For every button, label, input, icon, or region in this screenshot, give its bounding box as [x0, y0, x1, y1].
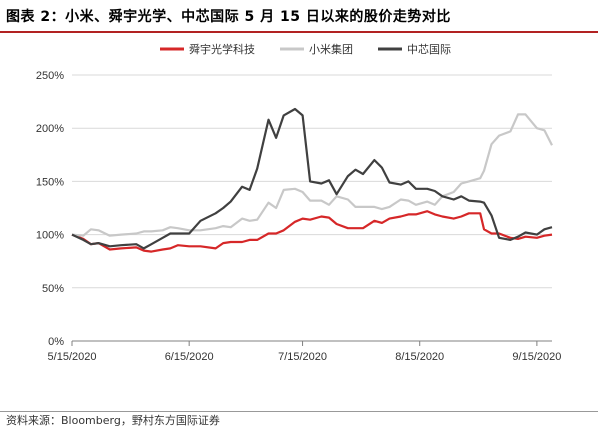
- x-tick-label: 7/15/2020: [278, 351, 327, 363]
- legend-label: 小米集团: [309, 42, 353, 56]
- chart-legend: 舜宇光学科技 小米集团 中芯国际: [160, 42, 451, 56]
- line-chart: 舜宇光学科技 小米集团 中芯国际 0% 50% 100% 150% 200% 250% 5/1…: [36, 42, 561, 363]
- y-tick-label: 0%: [48, 336, 64, 348]
- x-tick-label: 6/15/2020: [165, 351, 214, 363]
- y-tick-label: 250%: [36, 70, 64, 82]
- y-tick-label: 50%: [42, 283, 64, 295]
- y-tick-label: 150%: [36, 176, 64, 188]
- legend-label: 中芯国际: [407, 42, 451, 56]
- source-rule: [0, 411, 598, 412]
- x-tick-label: 8/15/2020: [395, 351, 444, 363]
- series-line: [71, 113, 553, 237]
- x-axis: 5/15/2020 6/15/2020 7/15/2020 8/15/2020 9/15…: [48, 340, 561, 363]
- figure-title: 图表 2：小米、舜宇光学、中芯国际 5 月 15 日以来的股价走势对比: [6, 9, 451, 25]
- title-rule: [0, 31, 598, 33]
- x-tick-label: 5/15/2020: [48, 351, 97, 363]
- y-tick-label: 100%: [36, 230, 64, 242]
- y-tick-label: 200%: [36, 123, 64, 135]
- series-line: [71, 210, 553, 253]
- y-axis-tick-labels: 0% 50% 100% 150% 200% 250%: [36, 70, 64, 348]
- legend-label: 舜宇光学科技: [189, 42, 255, 56]
- chart-series: [71, 107, 553, 253]
- series-line: [71, 107, 553, 250]
- x-tick-label: 9/15/2020: [512, 351, 561, 363]
- source-note: 资料来源：Bloomberg，野村东方国际证券: [6, 414, 220, 427]
